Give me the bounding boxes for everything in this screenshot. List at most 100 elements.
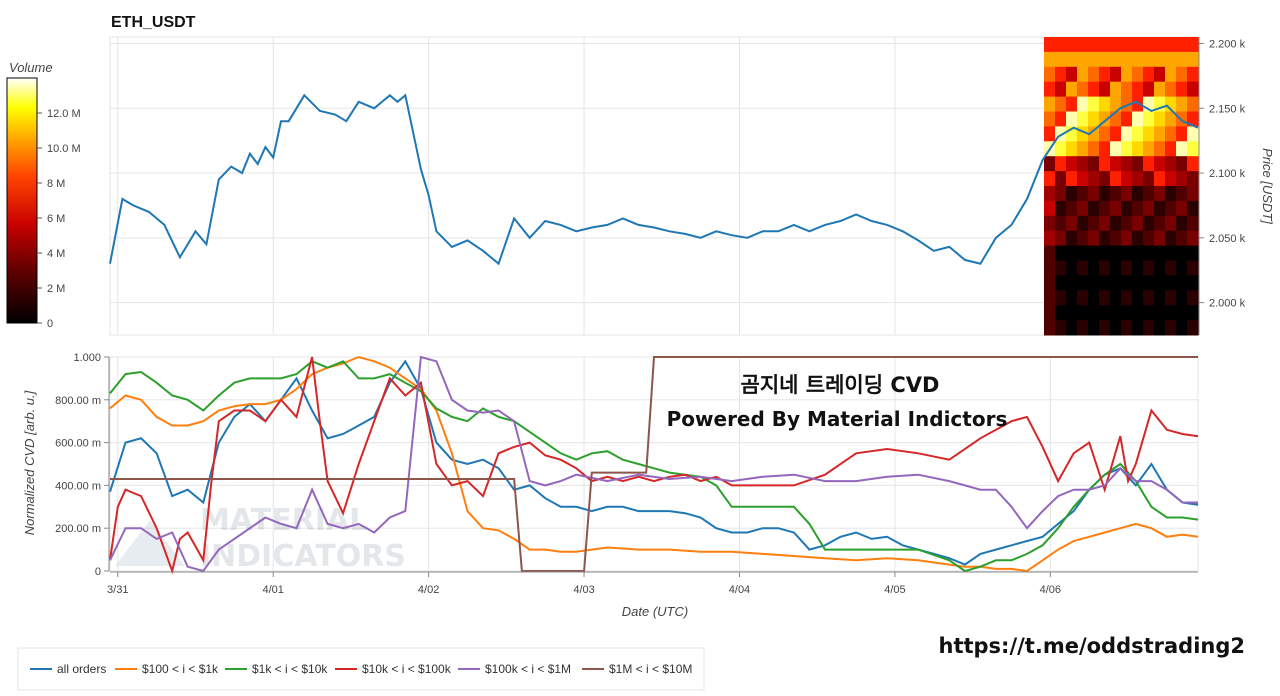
- heatmap-cell: [1176, 186, 1188, 202]
- heatmap-cell: [1187, 171, 1199, 187]
- cvd-y-tick-label: 600.00 m: [55, 438, 101, 450]
- heatmap-cell: [1165, 320, 1177, 336]
- legend-label: $1k < i < $10k: [252, 662, 328, 676]
- cvd-y-tick-label: 0: [95, 566, 101, 578]
- heatmap-cell: [1110, 320, 1122, 336]
- heatmap-cell: [1154, 230, 1166, 247]
- heatmap-cell: [1121, 245, 1133, 261]
- heatmap-cell: [1165, 81, 1177, 98]
- heatmap-cell: [1154, 320, 1166, 336]
- colorbar-tick-label: 4 M: [47, 248, 65, 260]
- heatmap-cell: [1055, 230, 1067, 247]
- heatmap-cell: [1044, 96, 1056, 112]
- heatmap-cell: [1099, 245, 1111, 261]
- heatmap-cell: [1110, 126, 1122, 142]
- heatmap-cell: [1143, 215, 1155, 232]
- cvd-series: [109, 355, 1199, 575]
- heatmap-cell: [1132, 245, 1144, 261]
- cvd-y-tick-label: 1.000: [73, 352, 101, 364]
- heatmap-cell: [1154, 51, 1166, 68]
- price-axis-label: Price [USDT]: [1260, 148, 1275, 224]
- watermark-line2: INDICATORS: [200, 539, 406, 574]
- heatmap-cell: [1044, 81, 1056, 98]
- heatmap-cell: [1132, 215, 1144, 232]
- heatmap-cell: [1121, 37, 1133, 53]
- heatmap-cell: [1044, 171, 1056, 187]
- cvd-y-axis: 0 200.00 m 400.00 m 600.00 m 800.00 m 1.000: [55, 352, 110, 578]
- heatmap-cell: [1165, 186, 1177, 202]
- heatmap-cell: [1055, 81, 1067, 98]
- watermark: MATERIAL INDICATORS: [115, 503, 406, 574]
- legend-label: $100k < i < $1M: [485, 662, 571, 676]
- heatmap-cell: [1143, 96, 1155, 112]
- heatmap-cell: [1154, 171, 1166, 187]
- heatmap-cell: [1099, 37, 1111, 53]
- telegram-link[interactable]: https://t.me/oddstrading2: [939, 634, 1246, 658]
- colorbar: [6, 77, 38, 324]
- heatmap-cell: [1187, 81, 1199, 98]
- heatmap-cell: [1121, 200, 1133, 217]
- heatmap-cell: [1055, 96, 1067, 112]
- heatmap-cell: [1055, 51, 1067, 68]
- heatmap-cell: [1066, 51, 1078, 68]
- cvd-x-axis: 3/31 4/01 4/02 4/03 4/04 4/05 4/06: [107, 571, 1198, 596]
- heatmap-cell: [1154, 66, 1166, 83]
- heatmap-cell: [1121, 126, 1133, 142]
- heatmap-cell: [1176, 171, 1188, 187]
- cvd-y-tick-label: 800.00 m: [55, 395, 101, 407]
- heatmap-cell: [1176, 275, 1188, 291]
- heatmap-cell: [1055, 141, 1067, 157]
- heatmap-cell: [1088, 171, 1100, 187]
- heatmap-cell: [1055, 186, 1067, 202]
- heatmap-cell: [1132, 81, 1144, 98]
- korean-title: 곰지네 트레이딩 CVD: [741, 373, 940, 397]
- price-tick-label: 2.100 k: [1209, 168, 1246, 180]
- heatmap-cell: [1077, 186, 1089, 202]
- heatmap-cell: [1110, 305, 1122, 321]
- heatmap-cell: [1154, 37, 1166, 53]
- heatmap-cell: [1165, 275, 1177, 291]
- heatmap-cell: [1077, 215, 1089, 232]
- colorbar-tick-label: 0: [47, 318, 53, 330]
- heatmap-cell: [1176, 215, 1188, 232]
- heatmap-cell: [1143, 156, 1155, 172]
- heatmap-cell: [1132, 141, 1144, 157]
- heatmap-cell: [1143, 66, 1155, 83]
- heatmap-cell: [1143, 260, 1155, 276]
- heatmap-cell: [1099, 141, 1111, 157]
- heatmap-cell: [1132, 260, 1144, 276]
- heatmap-cell: [1088, 126, 1100, 142]
- heatmap-cell: [1110, 260, 1122, 276]
- heatmap-cell: [1121, 290, 1133, 306]
- heatmap-cell: [1176, 126, 1188, 142]
- cvd-x-tick-label: 4/06: [1040, 584, 1061, 596]
- heatmap-cell: [1044, 320, 1056, 336]
- heatmap-cell: [1066, 171, 1078, 187]
- heatmap-cell: [1154, 260, 1166, 276]
- heatmap-cell: [1088, 37, 1100, 53]
- heatmap-cell: [1055, 305, 1067, 321]
- heatmap-cell: [1088, 290, 1100, 306]
- heatmap-cell: [1165, 51, 1177, 68]
- heatmap-cell: [1055, 37, 1067, 53]
- heatmap-cell: [1066, 320, 1078, 336]
- heatmap-cell: [1154, 126, 1166, 142]
- heatmap-cell: [1099, 260, 1111, 276]
- powered-by-text: Powered By Material Indictors: [667, 407, 1008, 431]
- heatmap-cell: [1165, 111, 1177, 127]
- heatmap-cell: [1176, 200, 1188, 217]
- heatmap-cell: [1066, 96, 1078, 112]
- heatmap-cell: [1044, 245, 1056, 261]
- heatmap-cell: [1077, 275, 1089, 291]
- heatmap-cell: [1088, 245, 1100, 261]
- heatmap-cell: [1165, 156, 1177, 172]
- price-panel: [109, 36, 1199, 336]
- heatmap-cell: [1187, 141, 1199, 157]
- colorbar-tick-label: 10.0 M: [47, 143, 81, 155]
- heatmap-cell: [1165, 37, 1177, 53]
- heatmap-cell: [1154, 275, 1166, 291]
- heatmap-cell: [1110, 156, 1122, 172]
- heatmap-cell: [1110, 230, 1122, 247]
- heatmap-cell: [1143, 37, 1155, 53]
- heatmap-cell: [1132, 186, 1144, 202]
